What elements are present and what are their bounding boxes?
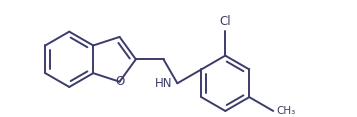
- Text: O: O: [115, 75, 124, 88]
- Text: HN: HN: [155, 77, 172, 90]
- Text: Cl: Cl: [220, 15, 231, 28]
- Text: CH₃: CH₃: [276, 106, 296, 116]
